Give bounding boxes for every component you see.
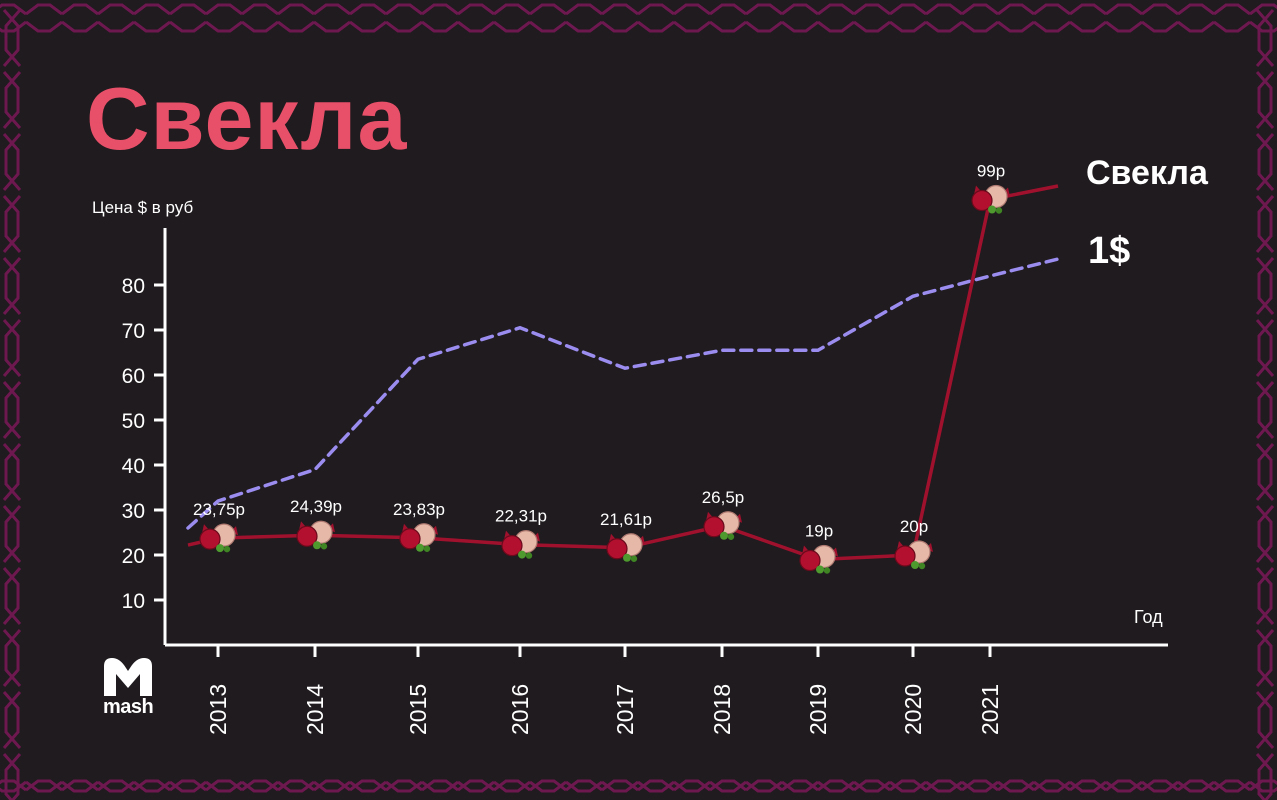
data-label: 23,83р: [393, 500, 445, 519]
beet-icon: [799, 544, 838, 574]
frame-band: [0, 779, 1277, 792]
usd-series-line: [186, 256, 1064, 530]
data-label: 26,5р: [702, 488, 745, 507]
beet-icon: [296, 520, 335, 550]
frame-band: [0, 3, 1277, 16]
data-label: 20р: [900, 517, 928, 536]
beet-icon: [894, 540, 933, 570]
x-tick-label: 2020: [900, 684, 926, 735]
x-tick-group: 2013 2014 2015 2016 2017 2018 2019 2020 2021: [205, 645, 1003, 735]
beet-icon: [703, 511, 742, 540]
beet-icon: [199, 523, 238, 553]
frame-band: [0, 780, 1277, 793]
x-tick-label: 2019: [805, 684, 831, 735]
frame-band: [1257, 9, 1275, 800]
y-tick-group: 10 20 30 40 50 60 70 80: [122, 275, 165, 613]
legend-usd-label: 1$: [1088, 230, 1131, 272]
frame-band: [2, 9, 20, 800]
beet-icon: [971, 184, 1010, 214]
data-label: 22,31р: [495, 507, 547, 526]
frame-pattern: [0, 3, 1277, 800]
x-tick-label: 2013: [205, 684, 231, 735]
y-tick-label: 50: [122, 410, 145, 433]
beet-icon: [501, 530, 540, 559]
y-tick-label: 10: [122, 590, 145, 613]
chart-axes: [163, 228, 1168, 647]
y-tick-label: 60: [122, 365, 145, 388]
frame-band: [1255, 9, 1273, 800]
x-tick-label: 2021: [977, 684, 1003, 735]
logo-text: mash: [103, 696, 154, 718]
legend-beet-label: Свекла: [1086, 154, 1208, 192]
data-label: 24,39р: [290, 497, 342, 516]
beet-icon: [606, 533, 645, 562]
y-tick-label: 70: [122, 320, 145, 343]
data-label: 21,61р: [600, 510, 652, 529]
frame-band: [4, 9, 22, 800]
x-tick-label: 2018: [709, 684, 735, 735]
x-tick-label: 2014: [302, 684, 328, 735]
x-tick-label: 2017: [612, 684, 638, 735]
mash-logo-icon: [104, 658, 152, 696]
data-label: 23,75р: [193, 500, 245, 519]
y-axis-title: Цена $ в руб: [92, 198, 194, 217]
y-tick-label: 40: [122, 455, 145, 478]
data-label: 99р: [977, 162, 1005, 181]
beet-icon: [399, 523, 438, 552]
y-tick-label: 80: [122, 275, 145, 298]
data-label: 19р: [805, 522, 833, 541]
frame-band: [0, 20, 1277, 33]
x-tick-label: 2016: [507, 684, 533, 735]
y-tick-label: 20: [122, 545, 145, 568]
series-markers: [199, 184, 1010, 574]
page-title: Свекла: [86, 69, 408, 168]
y-tick-label: 30: [122, 500, 145, 523]
x-axis-title: Год: [1134, 607, 1163, 627]
data-labels: 23,75р 24,39р 23,83р 22,31р 21,61р 26,5р 19р 20…: [193, 162, 1005, 541]
x-tick-label: 2015: [405, 684, 431, 735]
